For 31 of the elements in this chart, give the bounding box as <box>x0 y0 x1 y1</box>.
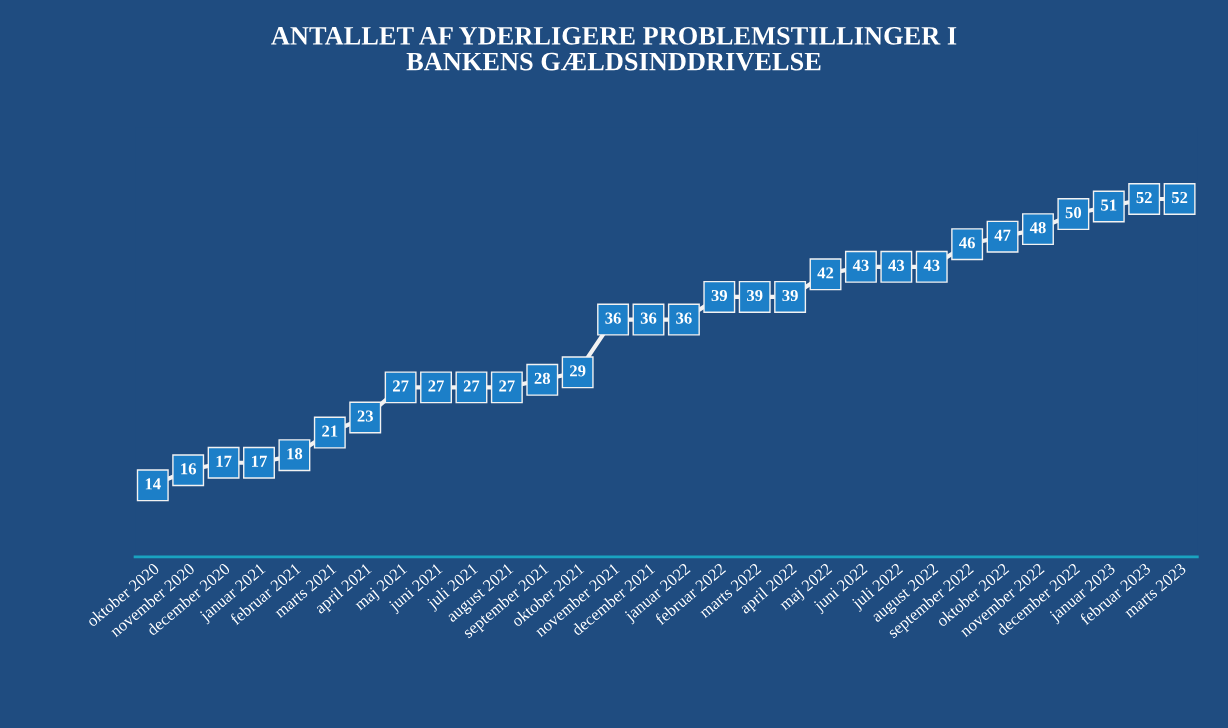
data-label: 27 <box>499 380 515 392</box>
chart-title: ANTALLET AF YDERLIGERE PROBLEMSTILLINGER I BANKENS GÆLDSINDDRIVELSE <box>271 26 957 71</box>
data-label: 36 <box>605 312 621 324</box>
data-label: 27 <box>428 380 444 392</box>
data-label: 46 <box>959 237 975 249</box>
data-label: 43 <box>923 259 940 271</box>
data-label: 39 <box>782 289 798 302</box>
data-label: 23 <box>357 410 373 422</box>
data-label: 16 <box>181 463 197 475</box>
data-label: 18 <box>287 448 303 460</box>
data-label: 42 <box>817 267 834 279</box>
data-label: 39 <box>711 289 728 302</box>
data-label: 14 <box>145 478 161 490</box>
data-label: 21 <box>322 425 338 437</box>
data-label: 51 <box>1101 199 1117 211</box>
data-label: 43 <box>852 259 869 271</box>
data-label: 47 <box>994 229 1011 241</box>
data-label: 52 <box>1136 191 1152 204</box>
data-label: 29 <box>570 365 586 377</box>
data-label: 17 <box>216 455 232 467</box>
data-label: 48 <box>1029 222 1046 234</box>
data-label: 28 <box>534 372 551 385</box>
data-label: 27 <box>463 380 480 392</box>
data-label: 27 <box>393 380 409 392</box>
data-label: 36 <box>676 312 692 324</box>
data-label: 43 <box>888 259 905 271</box>
data-label: 17 <box>252 455 267 467</box>
data-label: 50 <box>1065 206 1082 219</box>
data-label: 52 <box>1171 191 1188 204</box>
data-label: 39 <box>747 289 763 302</box>
data-label: 36 <box>640 312 657 324</box>
